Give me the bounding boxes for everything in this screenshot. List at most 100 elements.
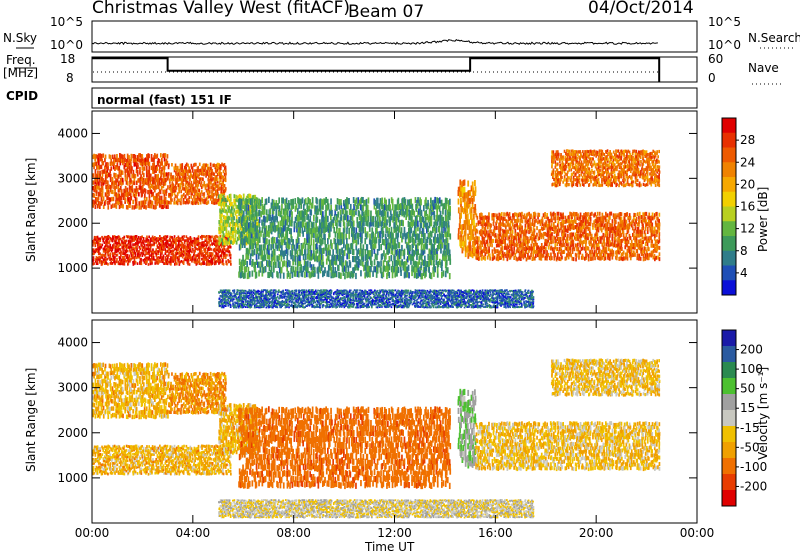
echo-cell-7	[553, 247, 555, 252]
echo-cell-4	[220, 193, 223, 198]
echo-cell-5	[302, 204, 305, 211]
echo-cell-0	[141, 192, 144, 197]
echo-cell-2	[190, 163, 193, 168]
echo-cell-0	[128, 203, 130, 208]
echo-cell-0	[136, 164, 138, 170]
echo-cell-5	[278, 197, 280, 204]
echo-cell-5	[384, 211, 387, 218]
echo-cell-1	[140, 236, 142, 239]
echo-cell-5	[307, 214, 310, 221]
echo-cell-5	[299, 221, 302, 228]
echo-cell-3	[207, 259, 209, 262]
echo-cell-2	[181, 174, 184, 178]
echo-cell-0	[120, 189, 123, 194]
echo-cell-5	[403, 197, 406, 204]
echo-cell-0	[145, 205, 147, 210]
echo-cell-2	[221, 162, 223, 167]
echo-cell-1	[154, 250, 156, 254]
echo-cell-5	[376, 254, 378, 261]
echo-cell-5	[311, 253, 314, 260]
echo-cell-1	[114, 256, 116, 259]
echo-cell-1	[155, 237, 158, 240]
echo-cell-2	[198, 172, 201, 177]
echo-cell-5	[396, 233, 399, 240]
echo-cell-5	[304, 215, 306, 222]
echo-cell-5	[261, 226, 264, 233]
echo-cell-0	[130, 165, 132, 170]
echo-cell-5	[411, 233, 414, 240]
echo-cell-1	[110, 237, 113, 241]
echo-cell-0	[157, 178, 160, 183]
echo-cell-0	[115, 178, 117, 183]
echo-cell-0	[104, 154, 107, 159]
echo-cell-5	[401, 210, 403, 217]
echo-cell-2	[170, 187, 172, 191]
echo-cell-5	[440, 215, 443, 222]
echo-cell-5	[273, 254, 275, 261]
echo-cell-5	[393, 210, 395, 217]
echo-cell-1	[94, 258, 97, 261]
echo-cell-5	[279, 226, 282, 234]
echo-cell-5	[375, 271, 378, 278]
echo-cell-0	[164, 196, 167, 202]
echo-cell-7	[560, 223, 563, 228]
echo-cell-2	[220, 164, 222, 168]
echo-cell-3	[207, 247, 209, 251]
echo-cell-1	[97, 241, 100, 245]
echo-cell-5	[356, 260, 358, 267]
echo-cell-0	[138, 205, 141, 210]
echo-cell-3	[182, 248, 185, 251]
echo-cell-1	[95, 241, 98, 244]
echo-cell-6	[463, 179, 466, 186]
echo-cell-3	[173, 240, 176, 243]
echo-cell-0	[113, 180, 116, 185]
echo-cell-1	[151, 235, 154, 239]
echo-cell-5	[381, 220, 384, 227]
echo-cell-2	[169, 186, 171, 191]
echo-cell-3	[201, 241, 203, 245]
echo-cell-6	[457, 207, 460, 214]
echo-cell-5	[357, 197, 360, 204]
echo-cell-1	[111, 237, 114, 241]
echo-cell-5	[361, 219, 363, 226]
echo-cell-5	[249, 253, 252, 260]
echo-cell-5	[407, 239, 410, 246]
echo-cell-3	[185, 252, 187, 256]
echo-cell-5	[409, 214, 411, 221]
echo-cell-0	[92, 186, 95, 191]
echo-cell-5	[371, 219, 373, 226]
echo-cell-0	[117, 174, 120, 179]
echo-cell-5	[310, 250, 313, 257]
echo-cell-5	[340, 272, 342, 279]
echo-cell-5	[333, 258, 336, 265]
echo-cell-5	[362, 197, 364, 204]
echo-cell-0	[133, 154, 136, 159]
echo-cell-0	[93, 193, 96, 198]
echo-cell-1	[122, 241, 124, 245]
echo-cell-4	[231, 226, 234, 231]
echo-cell-5	[243, 260, 245, 267]
echo-cell-3	[175, 254, 177, 258]
echo-cell-2	[215, 177, 218, 181]
echo-cell-7	[499, 230, 501, 235]
echo-cell-5	[417, 265, 419, 272]
echo-cell-0	[141, 154, 144, 159]
echo-cell-5	[404, 233, 407, 240]
echo-cell-2	[214, 192, 217, 196]
echo-cell-0	[130, 188, 132, 193]
echo-cell-1	[102, 247, 105, 251]
echo-cell-0	[152, 162, 154, 168]
echo-cell-2	[170, 201, 172, 205]
echo-cell-1	[122, 252, 124, 255]
echo-cell-0	[165, 158, 168, 164]
echo-cell-5	[323, 227, 326, 234]
echo-cell-5	[259, 266, 262, 273]
echo-cell-3	[191, 244, 194, 248]
echo-cell-2	[195, 162, 197, 167]
echo-cell-3	[220, 260, 223, 264]
echo-cell-1	[142, 237, 145, 240]
echo-cell-0	[115, 165, 117, 170]
echo-cell-5	[265, 198, 268, 205]
echo-cell-5	[382, 230, 385, 238]
echo-cell-4	[230, 239, 232, 244]
